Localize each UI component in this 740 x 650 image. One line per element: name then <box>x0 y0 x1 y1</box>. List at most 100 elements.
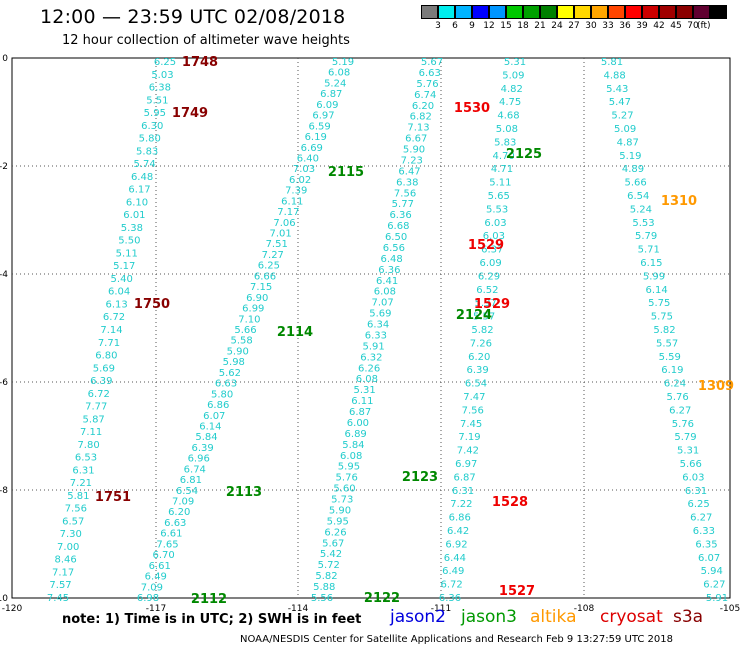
wave-height-value: 7.06 <box>273 218 295 229</box>
wave-height-value: 4.68 <box>497 111 519 122</box>
wave-height-value: 6.66 <box>254 271 276 282</box>
wave-height-value: 6.02 <box>289 175 311 186</box>
wave-height-value: 6.35 <box>695 539 717 550</box>
wave-height-value: 6.37 <box>481 245 503 256</box>
legend-altika: altika <box>530 607 577 627</box>
wave-height-value: 6.07 <box>698 553 720 564</box>
wave-height-value: 6.52 <box>476 285 498 296</box>
wave-height-value: 5.91 <box>706 593 728 604</box>
color-swatch <box>693 5 710 19</box>
wave-height-value: 7.23 <box>401 155 423 166</box>
wave-height-value: 7.22 <box>450 499 472 510</box>
color-swatch <box>710 5 727 19</box>
wave-height-value: 7.47 <box>463 392 485 403</box>
color-scale-label: 12 <box>483 21 495 31</box>
wave-height-value: 5.58 <box>230 336 252 347</box>
wave-height-value: 4.88 <box>603 70 625 81</box>
x-tick-label: -105 <box>720 604 740 614</box>
wave-height-value: 6.72 <box>88 389 110 400</box>
wave-height-value: 5.57 <box>656 338 678 349</box>
color-scale-label: 24 <box>551 21 563 31</box>
wave-height-value: 5.09 <box>614 124 636 135</box>
wave-height-value: 5.77 <box>392 199 414 210</box>
wave-height-value: 7.56 <box>462 405 484 416</box>
wave-height-value: 6.14 <box>645 285 667 296</box>
wave-height-value: 5.72 <box>318 560 340 571</box>
wave-height-value: 4.75 <box>499 97 521 108</box>
wave-height-value: 5.95 <box>327 516 349 527</box>
wave-height-value: 5.65 <box>488 191 510 202</box>
color-swatch <box>523 5 540 19</box>
wave-height-value: 5.79 <box>674 432 696 443</box>
wave-height-value: 6.19 <box>305 132 327 143</box>
figure-subtitle: 12 hour collection of altimeter wave hei… <box>62 33 350 48</box>
wave-height-value: 6.14 <box>199 421 221 432</box>
wave-height-value: 5.38 <box>121 223 143 234</box>
wave-height-value: 5.17 <box>113 261 135 272</box>
wave-height-value: 5.51 <box>146 95 168 106</box>
wave-height-value: 4.82 <box>501 84 523 95</box>
color-scale-label: 36 <box>619 21 631 31</box>
wave-height-value: 5.75 <box>648 298 670 309</box>
wave-height-value: 5.99 <box>643 271 665 282</box>
color-swatch <box>540 5 557 19</box>
wave-height-value: 5.31 <box>354 385 376 396</box>
wave-height-value: 5.08 <box>496 124 518 135</box>
wave-height-value: 7.09 <box>172 497 194 508</box>
pass-number-label: 1530 <box>454 101 490 116</box>
color-swatch <box>676 5 693 19</box>
wave-height-value: 6.31 <box>72 465 94 476</box>
wave-height-value: 6.20 <box>168 507 190 518</box>
wave-height-value: 6.26 <box>358 363 380 374</box>
wave-height-value: 6.25 <box>154 57 176 68</box>
wave-height-value: 7.45 <box>47 593 69 604</box>
wave-height-value: 6.08 <box>374 287 396 298</box>
wave-height-value: 6.33 <box>693 526 715 537</box>
wave-height-value: 6.27 <box>703 580 725 591</box>
wave-height-value: 7.42 <box>457 446 479 457</box>
wave-height-value: 6.61 <box>160 529 182 540</box>
wave-height-value: 6.32 <box>360 352 382 363</box>
pass-number-label: 2113 <box>226 485 262 500</box>
wave-height-value: 6.25 <box>258 261 280 272</box>
wave-height-value: 6.30 <box>141 121 163 132</box>
wave-height-value: 6.61 <box>149 561 171 572</box>
y-tick-label: -6 <box>0 378 8 388</box>
wave-height-value: 6.03 <box>484 218 506 229</box>
wave-height-value: 6.41 <box>376 276 398 287</box>
color-swatch <box>625 5 642 19</box>
wave-height-value: 6.81 <box>180 475 202 486</box>
wave-height-value: 8.46 <box>55 555 77 566</box>
wave-height-value: 6.87 <box>453 472 475 483</box>
wave-height-value: 6.03 <box>682 472 704 483</box>
wave-height-value: 5.82 <box>471 325 493 336</box>
wave-height-value: 6.20 <box>412 101 434 112</box>
pass-number-label: 1529 <box>468 238 504 253</box>
wave-height-value: 6.54 <box>627 191 649 202</box>
wave-height-value: 6.72 <box>440 580 462 591</box>
wave-height-value: 7.03 <box>293 164 315 175</box>
wave-height-value: 5.11 <box>489 178 511 189</box>
wave-height-value: 6.40 <box>297 153 319 164</box>
wave-height-value: 6.33 <box>365 330 387 341</box>
wave-height-value: 6.24 <box>664 379 686 390</box>
wave-height-value: 6.98 <box>137 593 159 604</box>
wave-height-value: 7.56 <box>394 188 416 199</box>
wave-height-value: 6.15 <box>640 258 662 269</box>
wave-height-value: 5.87 <box>83 414 105 425</box>
wave-height-value: 6.11 <box>351 396 373 407</box>
wave-height-value: 5.81 <box>67 491 89 502</box>
wave-height-value: 4.70 <box>492 151 514 162</box>
wave-height-value: 6.74 <box>184 464 206 475</box>
wave-height-value: 6.42 <box>447 526 469 537</box>
wave-height-value: 6.86 <box>207 400 229 411</box>
y-tick-label: -2 <box>0 162 8 172</box>
wave-height-value: 5.95 <box>144 108 166 119</box>
wave-height-value: 7.21 <box>70 478 92 489</box>
wave-height-value: 6.36 <box>439 593 461 604</box>
wave-height-value: 7.09 <box>141 582 163 593</box>
wave-height-value: 7.30 <box>60 529 82 540</box>
wave-height-value: 6.92 <box>445 539 467 550</box>
wave-height-value: 6.29 <box>478 271 500 282</box>
color-swatch <box>574 5 591 19</box>
